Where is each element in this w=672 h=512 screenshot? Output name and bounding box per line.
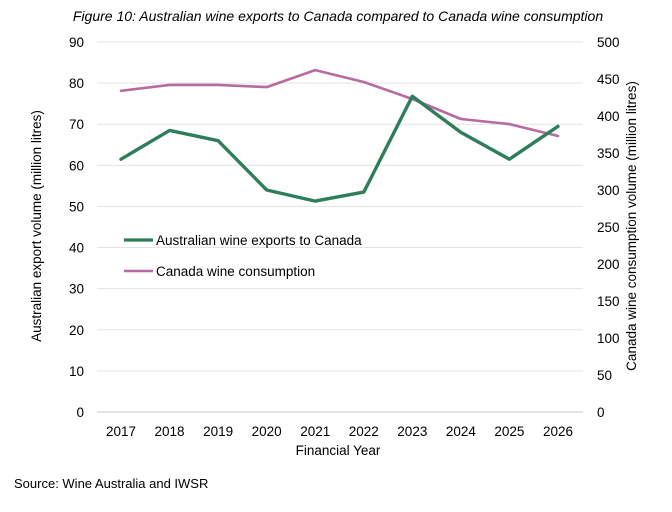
right-tick-label: 450 (597, 72, 620, 87)
left-tick-label: 50 (69, 199, 84, 214)
chart-title: Figure 10: Australian wine exports to Ca… (73, 8, 603, 24)
series-line-exports (119, 94, 560, 203)
right-tick-label: 500 (597, 35, 620, 50)
left-axis-ticks: 0 10 20 30 40 50 60 70 80 90 (69, 35, 84, 420)
left-tick-label: 60 (69, 158, 84, 173)
source-note: Source: Wine Australia and IWSR (14, 476, 209, 491)
x-tick-label: 2025 (494, 424, 524, 439)
left-tick-label: 90 (69, 35, 84, 50)
x-tick-label: 2019 (203, 424, 233, 439)
series-lines (119, 68, 560, 203)
right-tick-label: 0 (597, 405, 605, 420)
x-tick-label: 2021 (300, 424, 330, 439)
series-line-consumption (119, 68, 560, 138)
gridlines (97, 41, 583, 413)
right-axis-ticks: 0 50 100 150 200 250 300 350 400 450 500 (597, 35, 620, 420)
left-tick-label: 70 (69, 117, 84, 132)
right-tick-label: 400 (597, 109, 620, 124)
x-axis-ticks: 2017 2018 2019 2020 2021 2022 2023 2024 2025 2026 (106, 424, 573, 439)
right-tick-label: 200 (597, 257, 620, 272)
legend: Australian wine exports to Canada Canada… (124, 233, 362, 279)
x-tick-label: 2023 (397, 424, 427, 439)
legend-label-exports: Australian wine exports to Canada (156, 233, 362, 248)
left-tick-label: 0 (76, 405, 84, 420)
right-tick-label: 250 (597, 220, 620, 235)
legend-label-consumption: Canada wine consumption (156, 264, 315, 279)
x-tick-label: 2022 (349, 424, 379, 439)
x-axis-label: Financial Year (296, 443, 381, 458)
right-tick-label: 350 (597, 146, 620, 161)
x-tick-label: 2026 (543, 424, 573, 439)
right-tick-label: 50 (597, 368, 612, 383)
x-tick-label: 2018 (155, 424, 185, 439)
left-axis-label: Australian export volume (million litres… (29, 110, 44, 342)
x-tick-label: 2024 (446, 424, 477, 439)
left-tick-label: 30 (69, 282, 84, 297)
right-tick-label: 100 (597, 331, 620, 346)
left-tick-label: 80 (69, 76, 84, 91)
left-tick-label: 10 (69, 364, 84, 379)
right-tick-label: 300 (597, 183, 620, 198)
x-tick-label: 2017 (106, 424, 136, 439)
right-axis-label: Canada wine consumption volume (million … (624, 81, 639, 371)
left-tick-label: 20 (69, 323, 84, 338)
x-tick-label: 2020 (252, 424, 282, 439)
left-tick-label: 40 (69, 241, 84, 256)
right-tick-label: 150 (597, 294, 620, 309)
